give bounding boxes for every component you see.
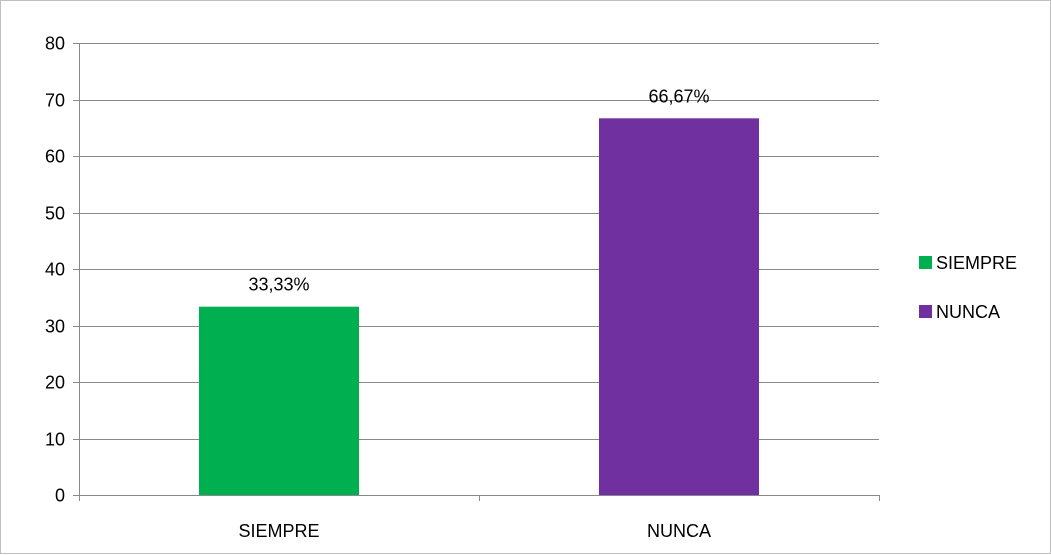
x-tick-label-siempre: SIEMPRE [238, 521, 319, 541]
x-tick-label-nunca: NUNCA [647, 521, 711, 541]
y-tick-label-30: 30 [45, 317, 65, 337]
x-axis-tick-labels: SIEMPRE NUNCA [238, 521, 711, 541]
data-label-siempre: 33,33% [248, 275, 309, 295]
y-axis-tick-labels: 0 10 20 30 40 50 60 70 80 [45, 34, 65, 506]
data-label-nunca: 66,67% [648, 86, 709, 106]
y-tick-label-80: 80 [45, 34, 65, 54]
legend-label-nunca: NUNCA [936, 302, 1000, 322]
data-labels: 33,33% 66,67% [248, 86, 709, 294]
y-tick-label-70: 70 [45, 91, 65, 111]
y-tick-label-20: 20 [45, 373, 65, 393]
y-tick-label-60: 60 [45, 147, 65, 167]
bar-siempre [199, 306, 359, 495]
legend-swatch-nunca [919, 305, 932, 318]
legend-label-siempre: SIEMPRE [936, 253, 1017, 273]
axes [73, 43, 880, 501]
bar-nunca [599, 118, 759, 495]
y-tick-label-0: 0 [55, 486, 65, 506]
legend: SIEMPRE NUNCA [919, 253, 1017, 322]
y-tick-label-40: 40 [45, 260, 65, 280]
y-tick-label-50: 50 [45, 204, 65, 224]
legend-swatch-siempre [919, 256, 932, 269]
bars [199, 118, 759, 495]
y-tick-label-10: 10 [45, 430, 65, 450]
